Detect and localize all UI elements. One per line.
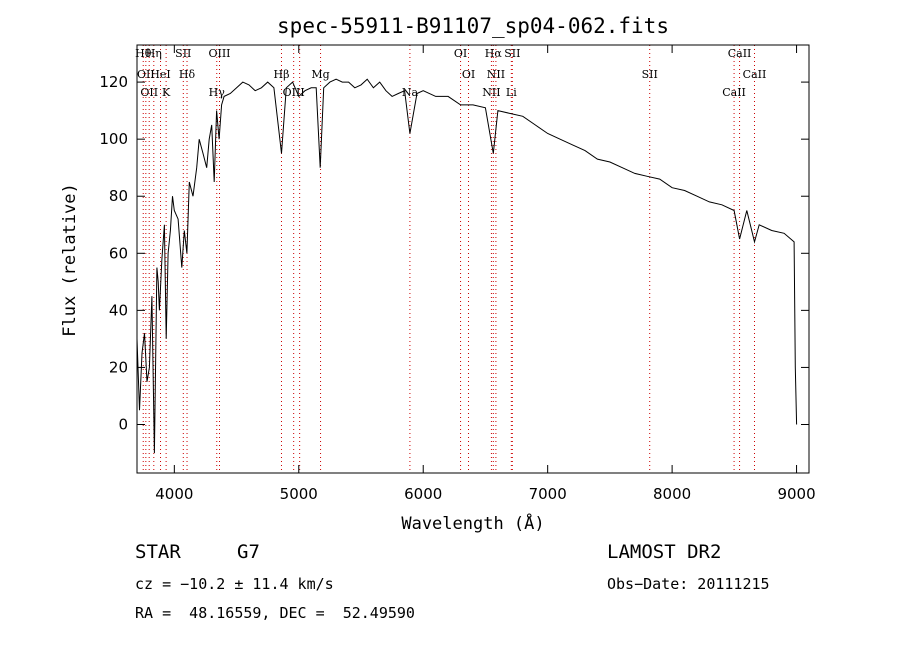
y-axis-ticks: 0 20 40 60 80 100 120 [99, 73, 809, 433]
spectral-line-label: NII [487, 68, 505, 81]
spectral-line-label: CaII [743, 68, 767, 81]
spectral-line-markers [142, 45, 755, 473]
x-axis-label: Wavelength (Å) [401, 512, 544, 534]
spectral-line-labels: HθOIIOIIHηHeIKSIIHδHγOIIIHβOIIIMgNaOIOIN… [135, 47, 766, 99]
survey-name: LAMOST DR2 [607, 541, 722, 563]
spectral-line-label: Hθ [135, 47, 152, 60]
x-tick-label: 5000 [280, 485, 318, 503]
obs-date: Obs−Date: 20111215 [607, 575, 770, 593]
spectral-line-label: SII [504, 47, 520, 60]
redshift-text: cz = −10.2 ± 11.4 km/s [135, 575, 334, 593]
spectral-line-label: SII [175, 47, 191, 60]
y-tick-label: 120 [99, 73, 128, 91]
spectral-line-label: OI [462, 68, 475, 81]
y-tick-label: 80 [109, 187, 128, 205]
spectral-line-label: OI [454, 47, 467, 60]
coordinates: RA = 48.16559, DEC = 52.49590 [135, 604, 415, 622]
spectral-line-label: Na [402, 86, 419, 99]
spectral-line-label: Hβ [274, 68, 290, 81]
spectral-line-label: OII [140, 86, 158, 99]
x-axis-ticks: 4000 5000 6000 7000 8000 9000 [155, 45, 816, 503]
spectrum-line [136, 78, 798, 454]
y-tick-label: 20 [109, 358, 128, 376]
spectral-line-label: NII [482, 86, 500, 99]
spectral-line-label: Hα [485, 47, 503, 60]
spectral-line-label: SII [642, 68, 658, 81]
x-tick-label: 9000 [777, 485, 815, 503]
spectral-line-label: OIII [208, 47, 230, 60]
y-tick-label: 40 [109, 301, 128, 319]
y-tick-label: 0 [118, 415, 128, 433]
spectral-line-label: Hγ [209, 86, 226, 99]
x-tick-label: 6000 [404, 485, 442, 503]
spectral-line-label: Mg [311, 68, 329, 81]
spectral-line-label: Li [506, 86, 517, 99]
spectral-line-label: Hδ [179, 68, 196, 81]
spectral-line-label: CaII [722, 86, 746, 99]
y-tick-label: 60 [109, 244, 128, 262]
object-class: STAR [135, 541, 181, 563]
y-tick-label: 100 [99, 130, 128, 148]
y-axis-label: Flux (relative) [60, 183, 80, 337]
spectral-line-label: HeI [150, 68, 170, 81]
x-tick-label: 8000 [653, 485, 691, 503]
spectral-line-label: K [162, 86, 171, 99]
spectral-line-label: Hη [146, 47, 162, 60]
chart-title: spec-55911-B91107_sp04-062.fits [277, 14, 669, 38]
x-tick-label: 7000 [529, 485, 567, 503]
spectral-line-label: OII [137, 68, 155, 81]
spectral-line-label: CaII [728, 47, 752, 60]
object-subclass: G7 [237, 541, 260, 563]
x-tick-label: 4000 [155, 485, 193, 503]
plot-frame [136, 44, 810, 474]
